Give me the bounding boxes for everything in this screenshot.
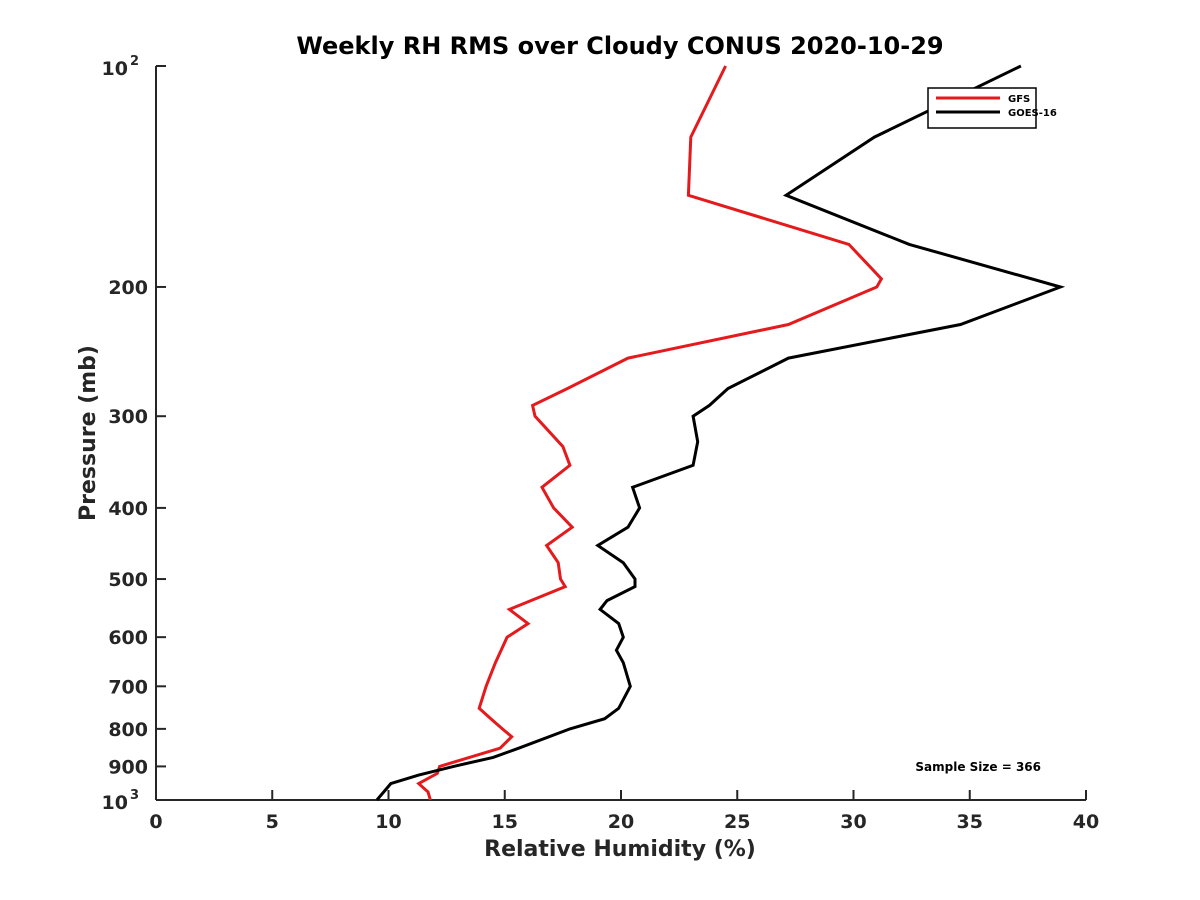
y-tick-label: 800 (108, 719, 148, 741)
legend-label: GOES-16 (1008, 108, 1057, 119)
y-tick-label: 10 (102, 58, 128, 80)
series-line-goes-16 (375, 64, 1066, 801)
y-tick-label: 200 (108, 277, 148, 299)
x-tick-label: 15 (492, 811, 518, 833)
x-tick-label: 10 (375, 811, 401, 833)
y-tick-exponent: 3 (130, 788, 139, 803)
x-tick-label: 25 (724, 811, 750, 833)
y-axis-label: Pressure (mb) (76, 345, 101, 521)
chart-title: Weekly RH RMS over Cloudy CONUS 2020-10-… (296, 32, 943, 60)
axes (155, 66, 1086, 801)
y-tick-label: 10 (102, 792, 128, 814)
y-tick-exponent: 2 (130, 54, 139, 69)
sample-size-annotation: Sample Size = 366 (915, 760, 1041, 774)
x-axis-label: Relative Humidity (%) (484, 837, 756, 862)
series-line-gfs (416, 65, 884, 801)
y-tick-label: 900 (108, 756, 148, 778)
x-axis-ticks: 0 5 10 15 20 25 30 35 40 (149, 790, 1099, 833)
x-tick-label: 35 (957, 811, 983, 833)
legend-box (927, 87, 1037, 129)
legend: GFS GOES-16 (927, 87, 1057, 129)
y-tick-label: 300 (108, 406, 148, 428)
legend-label: GFS (1008, 94, 1030, 105)
y-tick-base: 10 (102, 58, 128, 80)
y-tick-label: 600 (108, 627, 148, 649)
x-tick-label: 40 (1073, 811, 1099, 833)
y-tick-base: 10 (102, 792, 128, 814)
y-tick-label: 400 (108, 498, 148, 520)
x-tick-label: 30 (840, 811, 866, 833)
y-tick-label: 500 (108, 569, 148, 591)
x-tick-label: 5 (266, 811, 279, 833)
x-tick-label: 20 (608, 811, 634, 833)
x-tick-label: 0 (149, 811, 162, 833)
y-tick-label: 700 (108, 676, 148, 698)
series-group (375, 64, 1066, 801)
